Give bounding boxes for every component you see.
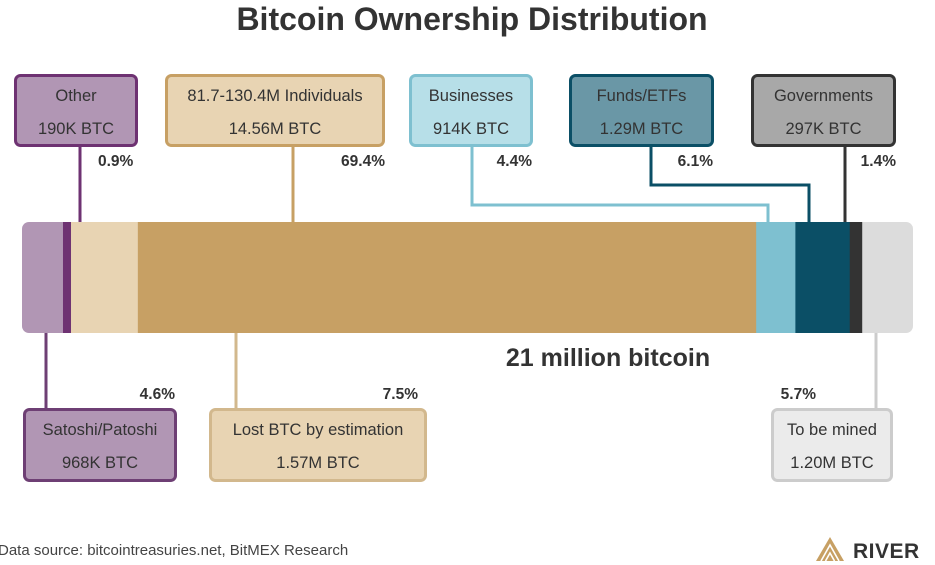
percent-governments: 1.4% bbox=[861, 153, 897, 170]
label-governments: Governments bbox=[774, 87, 873, 105]
value-funds: 1.29M BTC bbox=[600, 120, 684, 138]
connector-businesses bbox=[470, 147, 770, 222]
label-tobemined: To be mined bbox=[787, 421, 877, 439]
bar-segment-other bbox=[62, 222, 72, 333]
label-funds: Funds/ETFs bbox=[597, 87, 687, 105]
label-other: Other bbox=[55, 87, 97, 105]
value-businesses: 914K BTC bbox=[433, 120, 509, 138]
label-satoshi: Satoshi/Patoshi bbox=[43, 421, 158, 439]
total-supply-label: 21 million bitcoin bbox=[506, 344, 710, 372]
bar-segment-satoshi bbox=[22, 222, 64, 333]
box-other: Other 190K BTC bbox=[14, 74, 138, 147]
box-funds: Funds/ETFs 1.29M BTC bbox=[569, 74, 714, 147]
label-lost: Lost BTC by estimation bbox=[233, 421, 404, 439]
box-lost: Lost BTC by estimation 1.57M BTC bbox=[209, 408, 427, 482]
value-individuals: 14.56M BTC bbox=[229, 120, 322, 138]
bar-segment-tobemined bbox=[862, 222, 913, 333]
percent-businesses: 4.4% bbox=[497, 153, 533, 170]
bar-segment-governments bbox=[849, 222, 863, 333]
box-individuals: 81.7-130.4M Individuals 14.56M BTC bbox=[165, 74, 385, 147]
chart-title: Bitcoin Ownership Distribution bbox=[236, 1, 707, 37]
value-satoshi: 968K BTC bbox=[62, 454, 138, 472]
bar-segment-lost bbox=[71, 222, 139, 333]
bar-segment-funds bbox=[795, 222, 851, 333]
box-businesses: Businesses 914K BTC bbox=[409, 74, 533, 147]
box-satoshi: Satoshi/Patoshi 968K BTC bbox=[23, 408, 177, 482]
distribution-bar bbox=[22, 222, 913, 333]
percent-other: 0.9% bbox=[98, 153, 134, 170]
box-tobemined: To be mined 1.20M BTC bbox=[771, 408, 893, 482]
percent-labels: 4.6% 0.9% 7.5% 69.4% 4.4% 6.1% 1.4% 5.7% bbox=[98, 153, 896, 403]
value-other: 190K BTC bbox=[38, 120, 114, 138]
label-businesses: Businesses bbox=[429, 87, 513, 105]
bar-segment-individuals bbox=[137, 222, 757, 333]
percent-individuals: 69.4% bbox=[341, 153, 385, 170]
river-mountain-icon bbox=[816, 537, 844, 562]
value-governments: 297K BTC bbox=[785, 120, 861, 138]
label-individuals: 81.7-130.4M Individuals bbox=[187, 87, 362, 105]
percent-tobemined: 5.7% bbox=[781, 386, 817, 403]
connector-lines bbox=[44, 147, 878, 408]
percent-funds: 6.1% bbox=[678, 153, 714, 170]
percent-satoshi: 4.6% bbox=[140, 386, 176, 403]
box-governments: Governments 297K BTC bbox=[751, 74, 896, 147]
value-lost: 1.57M BTC bbox=[276, 454, 360, 472]
segment-boxes: Satoshi/Patoshi 968K BTC Other 190K BTC Lost… bbox=[14, 74, 896, 482]
brand-name: RIVER bbox=[853, 540, 920, 563]
value-tobemined: 1.20M BTC bbox=[790, 454, 874, 472]
bar-segment-businesses bbox=[756, 222, 796, 333]
percent-lost: 7.5% bbox=[383, 386, 419, 403]
data-source: Data source: bitcointreasuries.net, BitM… bbox=[0, 542, 348, 559]
connector-funds bbox=[649, 147, 811, 222]
